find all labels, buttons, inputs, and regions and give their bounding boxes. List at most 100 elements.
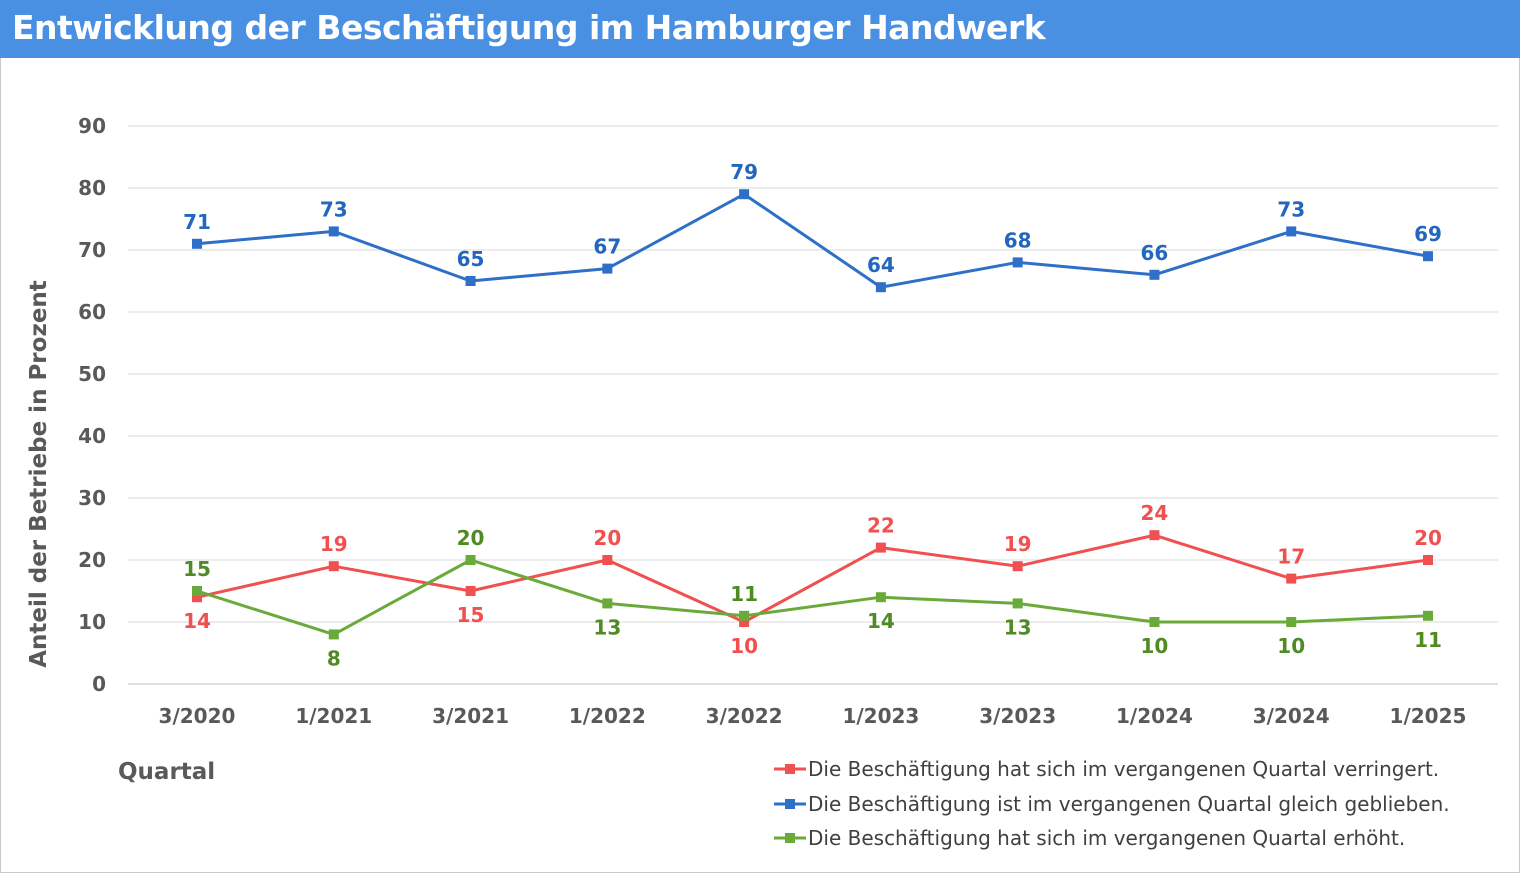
data-point — [739, 617, 750, 627]
data-point — [1286, 226, 1297, 237]
data-label: 71 — [183, 210, 211, 234]
data-label: 19 — [320, 532, 348, 556]
data-label: 20 — [593, 526, 621, 550]
data-point — [1012, 598, 1023, 609]
chart-title: Entwicklung der Beschäftigung im Hamburg… — [12, 8, 1046, 47]
y-tick-label: 50 — [78, 362, 106, 386]
data-label: 10 — [1277, 634, 1305, 658]
y-tick-label: 90 — [78, 114, 106, 138]
data-label: 69 — [1414, 222, 1442, 246]
y-axis-ticks: 0 10 20 30 40 50 60 70 80 90 — [78, 114, 106, 696]
data-point — [602, 598, 613, 609]
y-tick-label: 0 — [92, 672, 106, 696]
y-tick-label: 20 — [78, 548, 106, 572]
data-point — [875, 542, 886, 553]
data-point — [1423, 610, 1433, 621]
data-label: 73 — [1277, 197, 1305, 221]
x-tick-label: 3/2023 — [979, 704, 1056, 728]
data-label: 15 — [457, 603, 485, 627]
legend-entry-label: Die Beschäftigung hat sich im vergangene… — [808, 757, 1439, 781]
data-point — [192, 592, 202, 603]
data-point — [602, 555, 613, 565]
title-bar: Entwicklung der Beschäftigung im Hamburg… — [0, 0, 1520, 58]
y-tick-label: 80 — [78, 176, 106, 200]
data-label: 20 — [457, 526, 485, 550]
y-tick-label: 30 — [78, 486, 106, 510]
data-point — [328, 629, 339, 640]
x-tick-label: 1/2021 — [295, 704, 372, 728]
data-label: 10 — [1141, 634, 1169, 658]
series-lines — [196, 192, 1429, 636]
data-point — [328, 226, 339, 237]
legend: Die Beschäftigung hat sich im vergangene… — [774, 757, 1450, 850]
y-tick-label: 60 — [78, 300, 106, 324]
data-point — [465, 276, 476, 286]
x-axis-title: Quartal — [118, 759, 215, 785]
series-line — [196, 192, 1429, 289]
legend-entry-label: Die Beschäftigung ist im vergangenen Qua… — [808, 792, 1450, 816]
legend-swatch-marker — [785, 833, 795, 843]
x-axis-ticks: 3/2020 1/2021 3/2021 1/2022 3/2022 1/2023 3/20… — [159, 704, 1467, 728]
data-labels: 14 19 15 20 10 22 19 24 17 20 71 73 65 67 79 64 68 66 73 69… — [183, 160, 1442, 670]
data-point — [1012, 561, 1023, 572]
data-label: 14 — [867, 609, 895, 633]
data-label: 20 — [1414, 526, 1442, 550]
data-point — [1286, 617, 1297, 627]
data-point — [602, 263, 613, 274]
data-label: 13 — [593, 615, 621, 639]
gridlines — [128, 125, 1498, 685]
y-tick-label: 10 — [78, 610, 106, 634]
x-tick-label: 3/2021 — [432, 704, 509, 728]
data-point — [1423, 555, 1433, 565]
data-point — [875, 282, 886, 293]
series-markers — [192, 189, 1433, 640]
series-line — [196, 533, 1429, 624]
x-tick-label: 3/2020 — [159, 704, 236, 728]
data-point — [192, 238, 202, 249]
data-label: 11 — [730, 582, 758, 606]
x-tick-label: 1/2022 — [569, 704, 646, 728]
legend-entry-label: Die Beschäftigung hat sich im vergangene… — [808, 826, 1405, 850]
data-label: 14 — [183, 609, 211, 633]
y-axis-title: Anteil der Betriebe in Prozent — [26, 280, 52, 668]
data-label: 68 — [1004, 228, 1032, 252]
data-label: 15 — [183, 557, 211, 581]
data-label: 19 — [1004, 532, 1032, 556]
data-label: 17 — [1277, 545, 1305, 569]
data-point — [465, 586, 476, 596]
data-label: 11 — [1414, 628, 1442, 652]
data-point — [875, 592, 886, 603]
y-tick-label: 70 — [78, 238, 106, 262]
data-point — [1149, 617, 1160, 627]
data-point — [328, 561, 339, 572]
data-label: 8 — [327, 646, 341, 670]
data-point — [1012, 257, 1023, 268]
series-line — [196, 558, 1429, 636]
legend-swatch-marker — [785, 799, 795, 809]
data-point — [1149, 530, 1160, 541]
data-label: 13 — [1004, 615, 1032, 639]
legend-swatch-marker — [785, 764, 795, 774]
data-point — [739, 610, 750, 621]
data-label: 22 — [867, 514, 895, 538]
x-tick-label: 1/2025 — [1390, 704, 1467, 728]
x-tick-label: 1/2023 — [842, 704, 919, 728]
data-point — [1423, 251, 1433, 262]
data-point — [1286, 573, 1297, 584]
x-tick-label: 3/2022 — [706, 704, 783, 728]
data-label: 79 — [730, 160, 758, 184]
data-point — [1149, 269, 1160, 280]
data-label: 65 — [457, 247, 485, 271]
data-label: 73 — [320, 197, 348, 221]
x-tick-label: 3/2024 — [1253, 704, 1330, 728]
data-label: 10 — [730, 634, 758, 658]
y-tick-label: 40 — [78, 424, 106, 448]
data-label: 67 — [593, 235, 621, 259]
data-label: 64 — [867, 253, 895, 277]
data-point — [465, 555, 476, 565]
data-point — [739, 189, 750, 200]
data-point — [192, 586, 202, 596]
data-label: 66 — [1141, 241, 1169, 265]
data-label: 24 — [1141, 501, 1169, 525]
